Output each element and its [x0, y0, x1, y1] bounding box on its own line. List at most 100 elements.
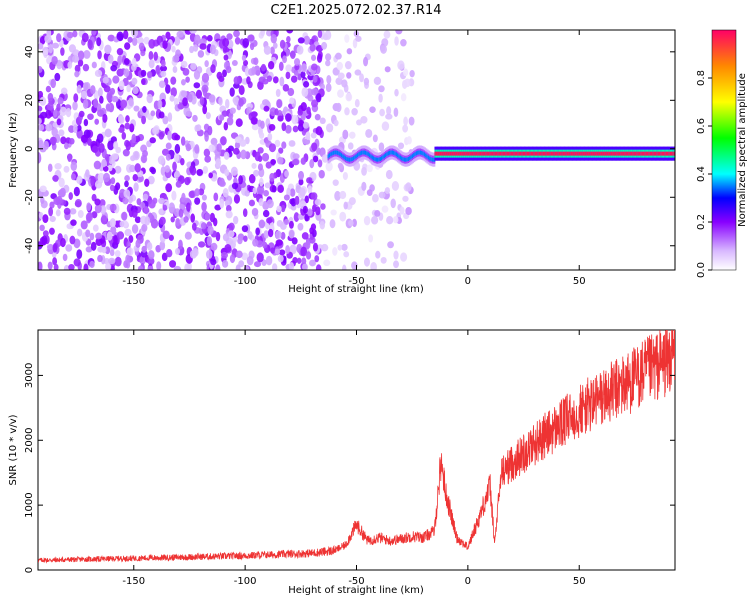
spectrogram-cell — [194, 144, 200, 154]
spectrogram-cell — [264, 182, 271, 189]
spectrogram-cell — [140, 69, 147, 77]
spectrogram-cell — [397, 153, 400, 158]
spectrogram-cell — [352, 218, 357, 228]
spectrogram-cell — [494, 151, 497, 156]
spectrogram-cell — [312, 155, 319, 163]
spectrogram-cell — [578, 151, 581, 156]
spectrogram-cell — [389, 150, 392, 155]
spectrogram-cell — [366, 189, 373, 196]
spectrogram-cell — [605, 151, 608, 156]
spectrogram-cell — [331, 151, 334, 156]
spectrogram-cell — [127, 196, 134, 204]
spectrogram-cell — [657, 151, 660, 156]
spectrogram-cell — [291, 159, 300, 166]
spectrogram-cell — [351, 261, 358, 270]
spectrogram-cell — [97, 109, 105, 117]
spectrogram-cell — [269, 172, 275, 182]
spectrogram-cell — [606, 151, 610, 156]
spectrogram-cell — [381, 121, 390, 131]
spectrogram-cell — [263, 230, 269, 239]
spectrogram-cell — [173, 265, 182, 270]
spectrogram-cell — [180, 90, 188, 98]
spectrogram-cell — [622, 151, 626, 156]
spectrogram-cell — [83, 118, 89, 127]
spectrogram-cell — [76, 175, 83, 185]
spectrogram-cell — [557, 151, 560, 156]
spectrogram-cell — [174, 134, 181, 141]
spectrogram-cell — [101, 158, 107, 168]
spectrogram-cell — [469, 151, 472, 156]
spectrogram-cell — [68, 192, 73, 200]
spectrogram-cell — [321, 154, 329, 163]
spectrogram-cell — [251, 123, 259, 131]
spectrogram-cell — [454, 151, 457, 156]
spectrogram-cell — [98, 142, 105, 153]
spectrogram-cell — [315, 264, 322, 270]
spectrogram-cell — [509, 151, 512, 156]
spectrogram-cell — [400, 252, 408, 262]
spectrogram-cell — [275, 230, 282, 239]
colorbar-tick-label: 0.2 — [696, 214, 707, 230]
spectrogram-cell — [72, 30, 78, 38]
spectrogram-cell — [292, 125, 299, 133]
spectrogram-cell — [199, 38, 207, 46]
spectrogram-cell — [638, 151, 642, 156]
spectrogram-cell — [131, 30, 139, 38]
spectrogram-cell — [47, 163, 53, 172]
spectrogram-cell — [370, 261, 377, 270]
spectrogram-cell — [517, 151, 520, 156]
spectrogram-cell — [180, 158, 185, 166]
spectrogram-cell — [341, 79, 348, 88]
spectrogram-cell — [168, 202, 175, 213]
spectrogram-cell — [352, 156, 356, 161]
spectrogram-cell — [669, 151, 672, 156]
spectrogram-cell — [157, 155, 165, 165]
spectrogram-cell — [315, 92, 322, 103]
spectrogram-cell — [97, 172, 105, 183]
spectrogram-cell — [72, 101, 78, 111]
colorbar-tick-label: 0.0 — [696, 262, 707, 278]
spectrogram-cell — [96, 133, 104, 144]
spectrogram-cell — [380, 44, 387, 54]
spectrogram-cell — [241, 54, 247, 62]
spectrogram-cell — [82, 82, 89, 91]
spectrogram-cell — [316, 53, 323, 63]
spectrogram-cell — [546, 151, 549, 156]
spectrogram-x-tick-label: -150 — [122, 276, 145, 287]
spectrogram-cell — [287, 87, 295, 97]
spectrogram-cell — [511, 151, 515, 156]
spectrogram-cell — [227, 145, 234, 152]
spectrogram-cell — [310, 132, 317, 139]
spectrogram-cell — [96, 37, 102, 47]
spectrogram-cell — [300, 102, 307, 112]
spectrogram-cell — [281, 122, 287, 132]
spectrogram-cell — [625, 151, 628, 156]
spectrogram-cell — [110, 177, 116, 185]
spectrogram-cell — [501, 151, 504, 156]
spectrogram-cell — [102, 113, 108, 123]
spectrogram-cell — [208, 94, 216, 103]
spectrogram-cell — [309, 43, 316, 52]
spectrogram-cell — [39, 111, 48, 119]
spectrogram-cell — [610, 151, 614, 156]
spectrogram-cell — [541, 151, 544, 156]
spectrogram-cell — [402, 195, 409, 202]
spectrogram-cell — [42, 214, 49, 224]
spectrogram-cell — [270, 158, 277, 166]
spectrogram-cell — [305, 251, 312, 260]
spectrogram-cell — [291, 237, 298, 245]
spectrogram-cell — [301, 263, 309, 270]
spectrogram-cell — [310, 192, 318, 200]
spectrogram-cell — [374, 157, 377, 162]
spectrogram-cell — [39, 96, 47, 106]
spectrogram-cell — [68, 263, 75, 270]
spectrogram-cell — [170, 87, 177, 97]
spectrogram-cell — [218, 96, 223, 106]
spectrogram-cell — [171, 45, 176, 53]
spectrogram-cell — [185, 76, 190, 83]
spectrogram-cell — [523, 151, 527, 156]
spectrogram-cell — [586, 151, 589, 156]
spectrogram-cell — [411, 154, 414, 159]
spectrogram-cell — [408, 116, 415, 126]
spectrogram-cell — [530, 151, 533, 156]
